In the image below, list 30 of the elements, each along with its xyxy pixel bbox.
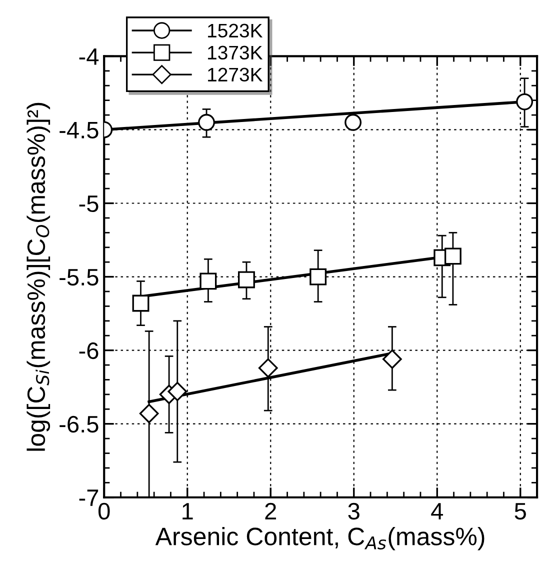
legend-label: 1523K — [208, 24, 263, 38]
legend-label: 1373K — [208, 46, 263, 60]
point — [310, 268, 327, 286]
x-axis-title: Arsenic Content, C$_{As}$(mass%) — [155, 527, 484, 550]
point — [516, 93, 534, 110]
y-tick-label: -6 — [79, 342, 98, 360]
point — [168, 382, 188, 402]
x-tick-label: 3 — [348, 502, 360, 520]
point — [238, 271, 255, 288]
point — [132, 294, 150, 312]
y-tick-label: -6.5 — [60, 416, 98, 433]
y-tick-label: -4 — [79, 48, 99, 65]
point — [139, 404, 159, 424]
x-tick-label: 4 — [431, 503, 444, 520]
x-tick-label: 1 — [182, 503, 193, 520]
point — [258, 358, 278, 378]
x-tick-label: 2 — [265, 502, 276, 520]
y-tick-label: -5 — [79, 196, 98, 212]
y-axis-title: log([C$_{Si}$(mass%)][C$_{O}$(mass%)]²) — [26, 102, 50, 451]
y-tick-label: -7 — [79, 490, 98, 506]
y-tick-label: -5.5 — [60, 269, 98, 286]
point — [444, 248, 462, 265]
point — [200, 272, 217, 290]
x-tick-label: 0 — [98, 502, 110, 520]
point — [198, 114, 215, 131]
y-tick-label: -4.5 — [60, 122, 98, 139]
point — [382, 349, 402, 369]
legend-label: 1273K — [208, 68, 263, 82]
x-tick-label: 5 — [514, 503, 526, 520]
point — [344, 114, 362, 131]
